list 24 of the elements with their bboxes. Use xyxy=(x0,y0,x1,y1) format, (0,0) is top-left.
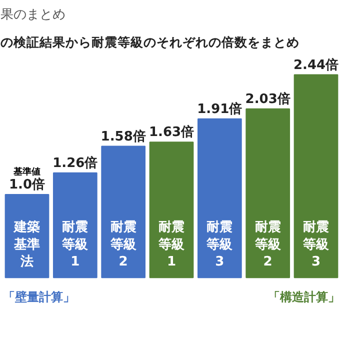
series-label: 「構造計算」 xyxy=(268,290,340,304)
chart-subtitle: 果のまとめ xyxy=(0,8,66,22)
data-label: 2.44倍 xyxy=(293,56,339,73)
data-label: 1.91倍 xyxy=(197,100,242,117)
x-tick-label: 耐震等級3 xyxy=(206,220,234,270)
chart-title: の検証結果から耐震等級のそれぞれの倍数をまとめ xyxy=(0,34,300,50)
series-label: 「壁量計算」 xyxy=(2,290,75,304)
bar xyxy=(197,118,242,278)
x-tick-label: 建築基準法 xyxy=(12,220,40,270)
bar xyxy=(149,142,194,278)
x-tick-label: 耐震等級1 xyxy=(61,220,90,270)
bar xyxy=(246,108,290,278)
bar xyxy=(294,74,338,278)
x-tick-label: 耐震等級3 xyxy=(302,220,330,270)
x-tick-label: 耐震等級2 xyxy=(254,220,282,270)
data-label: 1.63倍 xyxy=(148,124,194,140)
annotation: 基準値 xyxy=(12,166,40,178)
x-tick-label: 耐震等級2 xyxy=(109,220,138,270)
data-label: 1.0倍 xyxy=(8,176,46,193)
data-label: 1.26倍 xyxy=(52,154,98,171)
data-label: 2.03倍 xyxy=(245,90,290,107)
x-tick-label: 耐震等級1 xyxy=(158,220,186,270)
data-label: 1.58倍 xyxy=(100,128,146,144)
bar xyxy=(101,146,146,278)
